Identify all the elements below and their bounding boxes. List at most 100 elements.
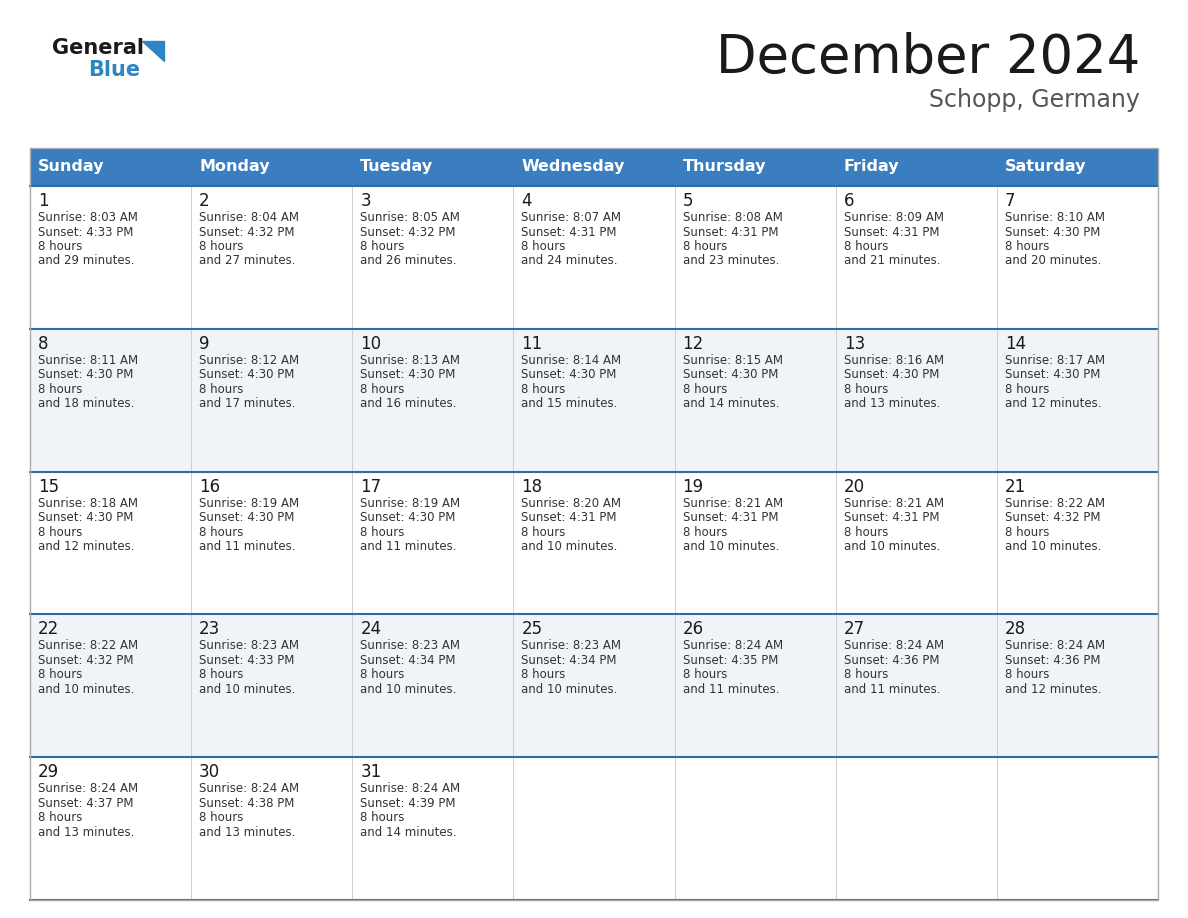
Text: 17: 17 — [360, 477, 381, 496]
Text: 6: 6 — [843, 192, 854, 210]
Text: and 21 minutes.: and 21 minutes. — [843, 254, 940, 267]
Text: Sunrise: 8:22 AM: Sunrise: 8:22 AM — [38, 640, 138, 653]
Bar — [30, 148, 1158, 186]
Text: Sunset: 4:34 PM: Sunset: 4:34 PM — [360, 654, 456, 666]
Bar — [30, 614, 1158, 757]
Text: Sunset: 4:34 PM: Sunset: 4:34 PM — [522, 654, 617, 666]
Text: 10: 10 — [360, 335, 381, 353]
Text: 19: 19 — [683, 477, 703, 496]
Text: Sunrise: 8:23 AM: Sunrise: 8:23 AM — [360, 640, 460, 653]
Text: Sunset: 4:32 PM: Sunset: 4:32 PM — [1005, 511, 1100, 524]
Text: 8 hours: 8 hours — [38, 526, 82, 539]
Text: Sunrise: 8:24 AM: Sunrise: 8:24 AM — [200, 782, 299, 795]
Text: 8 hours: 8 hours — [1005, 526, 1049, 539]
Text: and 13 minutes.: and 13 minutes. — [38, 825, 134, 839]
Text: Sunrise: 8:16 AM: Sunrise: 8:16 AM — [843, 353, 943, 367]
Text: and 14 minutes.: and 14 minutes. — [683, 397, 779, 410]
Text: 8 hours: 8 hours — [1005, 240, 1049, 253]
Text: Sunrise: 8:24 AM: Sunrise: 8:24 AM — [1005, 640, 1105, 653]
Text: and 14 minutes.: and 14 minutes. — [360, 825, 456, 839]
Text: Sunset: 4:31 PM: Sunset: 4:31 PM — [522, 511, 617, 524]
Text: 8 hours: 8 hours — [522, 526, 565, 539]
Text: 8 hours: 8 hours — [843, 526, 889, 539]
Text: and 11 minutes.: and 11 minutes. — [843, 683, 940, 696]
Text: and 24 minutes.: and 24 minutes. — [522, 254, 618, 267]
Text: 23: 23 — [200, 621, 221, 638]
Text: Sunset: 4:30 PM: Sunset: 4:30 PM — [522, 368, 617, 381]
Text: December 2024: December 2024 — [715, 32, 1140, 84]
Text: Sunset: 4:30 PM: Sunset: 4:30 PM — [843, 368, 939, 381]
Text: and 16 minutes.: and 16 minutes. — [360, 397, 456, 410]
Text: Sunset: 4:39 PM: Sunset: 4:39 PM — [360, 797, 456, 810]
Text: 8 hours: 8 hours — [200, 383, 244, 396]
Text: 8 hours: 8 hours — [1005, 668, 1049, 681]
Text: Sunset: 4:37 PM: Sunset: 4:37 PM — [38, 797, 133, 810]
Text: and 27 minutes.: and 27 minutes. — [200, 254, 296, 267]
Text: Sunrise: 8:20 AM: Sunrise: 8:20 AM — [522, 497, 621, 509]
Text: Tuesday: Tuesday — [360, 160, 434, 174]
Text: and 12 minutes.: and 12 minutes. — [1005, 397, 1101, 410]
Text: 8 hours: 8 hours — [360, 668, 405, 681]
Text: and 11 minutes.: and 11 minutes. — [200, 540, 296, 554]
Text: Sunrise: 8:24 AM: Sunrise: 8:24 AM — [843, 640, 943, 653]
Text: Sunrise: 8:24 AM: Sunrise: 8:24 AM — [38, 782, 138, 795]
Text: Sunset: 4:31 PM: Sunset: 4:31 PM — [843, 226, 940, 239]
Text: Sunset: 4:32 PM: Sunset: 4:32 PM — [360, 226, 456, 239]
Text: 8 hours: 8 hours — [843, 668, 889, 681]
Text: and 10 minutes.: and 10 minutes. — [38, 683, 134, 696]
Text: 8 hours: 8 hours — [200, 812, 244, 824]
Text: and 11 minutes.: and 11 minutes. — [683, 683, 779, 696]
Text: and 10 minutes.: and 10 minutes. — [1005, 540, 1101, 554]
Text: 22: 22 — [38, 621, 59, 638]
Text: 30: 30 — [200, 763, 220, 781]
Text: Sunset: 4:32 PM: Sunset: 4:32 PM — [38, 654, 133, 666]
Text: Sunset: 4:30 PM: Sunset: 4:30 PM — [200, 511, 295, 524]
Text: 8 hours: 8 hours — [683, 668, 727, 681]
Text: Sunrise: 8:11 AM: Sunrise: 8:11 AM — [38, 353, 138, 367]
Text: Sunset: 4:36 PM: Sunset: 4:36 PM — [843, 654, 940, 666]
Text: Sunrise: 8:18 AM: Sunrise: 8:18 AM — [38, 497, 138, 509]
Text: 8 hours: 8 hours — [200, 240, 244, 253]
Text: Sunset: 4:31 PM: Sunset: 4:31 PM — [683, 226, 778, 239]
Text: Sunrise: 8:14 AM: Sunrise: 8:14 AM — [522, 353, 621, 367]
Text: 8 hours: 8 hours — [683, 383, 727, 396]
Text: 8 hours: 8 hours — [522, 383, 565, 396]
Text: Sunset: 4:30 PM: Sunset: 4:30 PM — [200, 368, 295, 381]
Text: and 23 minutes.: and 23 minutes. — [683, 254, 779, 267]
Text: Sunset: 4:30 PM: Sunset: 4:30 PM — [360, 511, 456, 524]
Text: 20: 20 — [843, 477, 865, 496]
Text: 8 hours: 8 hours — [360, 526, 405, 539]
Text: Sunset: 4:32 PM: Sunset: 4:32 PM — [200, 226, 295, 239]
Text: Saturday: Saturday — [1005, 160, 1086, 174]
Text: Sunday: Sunday — [38, 160, 105, 174]
Text: and 18 minutes.: and 18 minutes. — [38, 397, 134, 410]
Text: 13: 13 — [843, 335, 865, 353]
Text: and 13 minutes.: and 13 minutes. — [200, 825, 296, 839]
Text: and 15 minutes.: and 15 minutes. — [522, 397, 618, 410]
Text: 18: 18 — [522, 477, 543, 496]
Text: Sunrise: 8:23 AM: Sunrise: 8:23 AM — [522, 640, 621, 653]
Bar — [30, 757, 1158, 900]
Text: General: General — [52, 38, 144, 58]
Text: Sunrise: 8:17 AM: Sunrise: 8:17 AM — [1005, 353, 1105, 367]
Text: Sunset: 4:30 PM: Sunset: 4:30 PM — [1005, 368, 1100, 381]
Text: 3: 3 — [360, 192, 371, 210]
Text: Sunrise: 8:23 AM: Sunrise: 8:23 AM — [200, 640, 299, 653]
Text: 2: 2 — [200, 192, 210, 210]
Text: 8 hours: 8 hours — [522, 240, 565, 253]
Text: Friday: Friday — [843, 160, 899, 174]
Polygon shape — [143, 41, 164, 61]
Text: 11: 11 — [522, 335, 543, 353]
Text: and 12 minutes.: and 12 minutes. — [38, 540, 134, 554]
Text: 21: 21 — [1005, 477, 1026, 496]
Text: Sunrise: 8:15 AM: Sunrise: 8:15 AM — [683, 353, 783, 367]
Text: Wednesday: Wednesday — [522, 160, 625, 174]
Text: and 12 minutes.: and 12 minutes. — [1005, 683, 1101, 696]
Bar — [30, 472, 1158, 614]
Text: Sunrise: 8:22 AM: Sunrise: 8:22 AM — [1005, 497, 1105, 509]
Text: 1: 1 — [38, 192, 49, 210]
Text: Sunset: 4:30 PM: Sunset: 4:30 PM — [683, 368, 778, 381]
Text: Sunrise: 8:05 AM: Sunrise: 8:05 AM — [360, 211, 460, 224]
Text: 9: 9 — [200, 335, 209, 353]
Text: and 10 minutes.: and 10 minutes. — [522, 540, 618, 554]
